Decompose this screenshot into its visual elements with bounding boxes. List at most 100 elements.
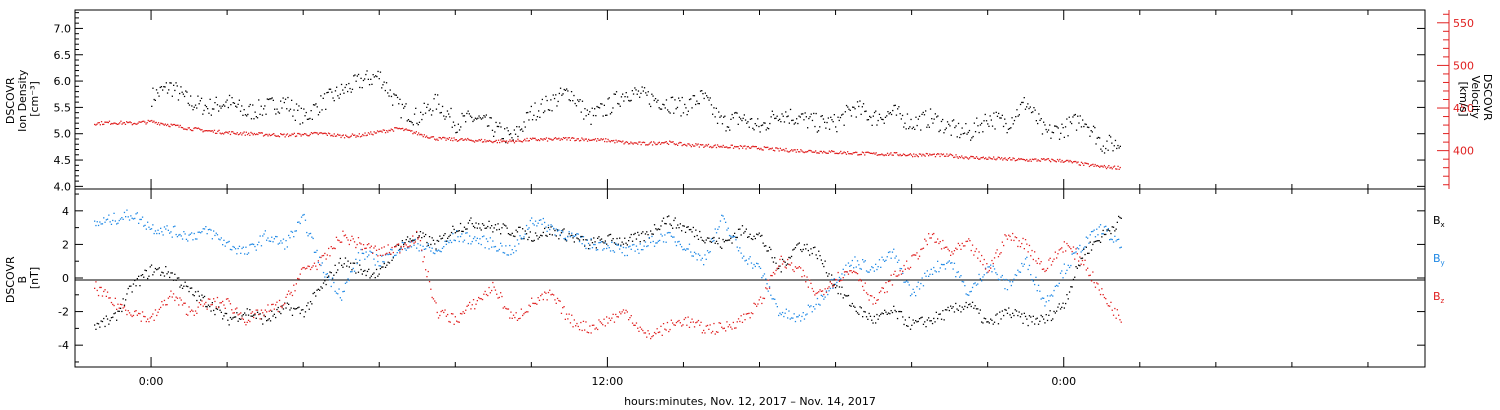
density-point: [281, 107, 283, 109]
velocity-point: [380, 130, 382, 132]
density-point: [626, 96, 629, 98]
bfield-point-z: [201, 300, 203, 302]
density-point: [624, 96, 626, 98]
density-point: [596, 105, 598, 108]
bfield-point-y: [942, 264, 944, 266]
bfield-point-y: [158, 232, 160, 235]
density-point: [424, 112, 427, 114]
velocity-point: [634, 142, 637, 144]
bfield-point-z: [696, 321, 698, 323]
bfield-point-z: [971, 244, 974, 246]
bfield-point-y: [687, 248, 689, 250]
bfield-point-y: [576, 233, 578, 235]
bfield-point-x: [860, 307, 862, 309]
bfield-point-y: [134, 217, 136, 220]
bfield-point-x: [821, 263, 824, 265]
bfield-point-y: [154, 230, 157, 232]
velocity-point: [1119, 166, 1121, 169]
density-point: [1034, 109, 1036, 111]
velocity-point: [176, 124, 178, 126]
bfield-point-y: [591, 247, 594, 249]
bfield-point-y: [284, 248, 286, 250]
velocity-point: [937, 153, 939, 155]
bfield-point-x: [307, 302, 309, 304]
velocity-point: [570, 137, 573, 139]
density-point: [415, 107, 417, 109]
density-point: [612, 107, 614, 109]
bfield-point-z: [572, 326, 574, 328]
bfield-point-x: [450, 231, 453, 234]
bfield-point-x: [772, 261, 775, 263]
bfield-point-y: [303, 213, 305, 216]
density-point: [922, 111, 924, 114]
bfield-point-z: [449, 321, 451, 323]
velocity-point: [869, 152, 872, 154]
velocity-point: [940, 153, 942, 155]
density-point: [327, 91, 329, 93]
bfield-point-y: [341, 299, 343, 301]
density-point: [1077, 115, 1079, 117]
bfield-point-y: [397, 249, 400, 251]
bfield-point-x: [838, 286, 841, 288]
bfield-point-y: [1035, 276, 1037, 278]
bfield-point-x: [959, 305, 961, 307]
density-point: [1105, 147, 1107, 150]
velocity-point: [941, 154, 943, 156]
density-point: [939, 129, 941, 131]
bfield-point-x: [904, 319, 906, 321]
velocity-point: [1083, 164, 1085, 166]
density-point: [412, 124, 414, 126]
density-point: [517, 135, 519, 138]
bfield-point-y: [307, 235, 309, 237]
bfield-point-y: [153, 232, 155, 235]
bfield-point-x: [1048, 314, 1050, 316]
bfield-point-z: [607, 322, 609, 324]
bfield-point-z: [132, 314, 135, 317]
bfield-point-z: [247, 319, 250, 321]
velocity-point: [1075, 160, 1077, 163]
velocity-point: [592, 138, 594, 141]
bfield-point-z: [591, 324, 594, 326]
density-point: [709, 97, 711, 99]
bfield-point-x: [732, 235, 734, 237]
bfield-point-y: [96, 221, 98, 223]
density-point: [741, 119, 743, 122]
velocity-point: [106, 121, 108, 123]
density-point: [735, 111, 737, 114]
bfield-point-y: [978, 273, 980, 276]
bfield-point-y: [191, 232, 193, 234]
bfield-point-y: [843, 274, 846, 276]
bfield-point-z: [847, 273, 850, 275]
density-point: [704, 92, 706, 94]
bfield-point-z: [312, 265, 314, 267]
density-point: [311, 118, 313, 120]
density-point: [373, 76, 375, 78]
density-point: [409, 120, 411, 122]
bfield-point-z: [479, 297, 481, 300]
bfield-point-z: [123, 306, 126, 308]
bfield-point-y: [352, 267, 354, 270]
velocity-point: [1034, 158, 1036, 160]
density-point: [710, 104, 713, 106]
bfield-point-z: [969, 240, 971, 242]
density-point: [886, 115, 888, 117]
velocity-point: [364, 132, 366, 134]
bfield-point-x: [961, 306, 963, 308]
bfield-point-y: [944, 268, 947, 270]
velocity-point: [299, 133, 301, 135]
bfield-point-y: [258, 241, 260, 243]
bfield-point-z: [562, 307, 564, 309]
density-point: [712, 113, 714, 115]
bfield-point-y: [926, 270, 928, 272]
density-point: [364, 78, 366, 80]
velocity-point: [723, 146, 726, 148]
bfield-point-x: [97, 323, 100, 325]
bfield-point-y: [97, 224, 100, 227]
bfield-point-y: [934, 270, 936, 272]
bfield-point-x: [506, 227, 508, 229]
bfield-point-y: [330, 285, 332, 288]
bfield-point-y: [493, 246, 495, 248]
velocity-point: [178, 126, 180, 128]
velocity-point: [1099, 166, 1101, 168]
density-point: [844, 111, 846, 113]
